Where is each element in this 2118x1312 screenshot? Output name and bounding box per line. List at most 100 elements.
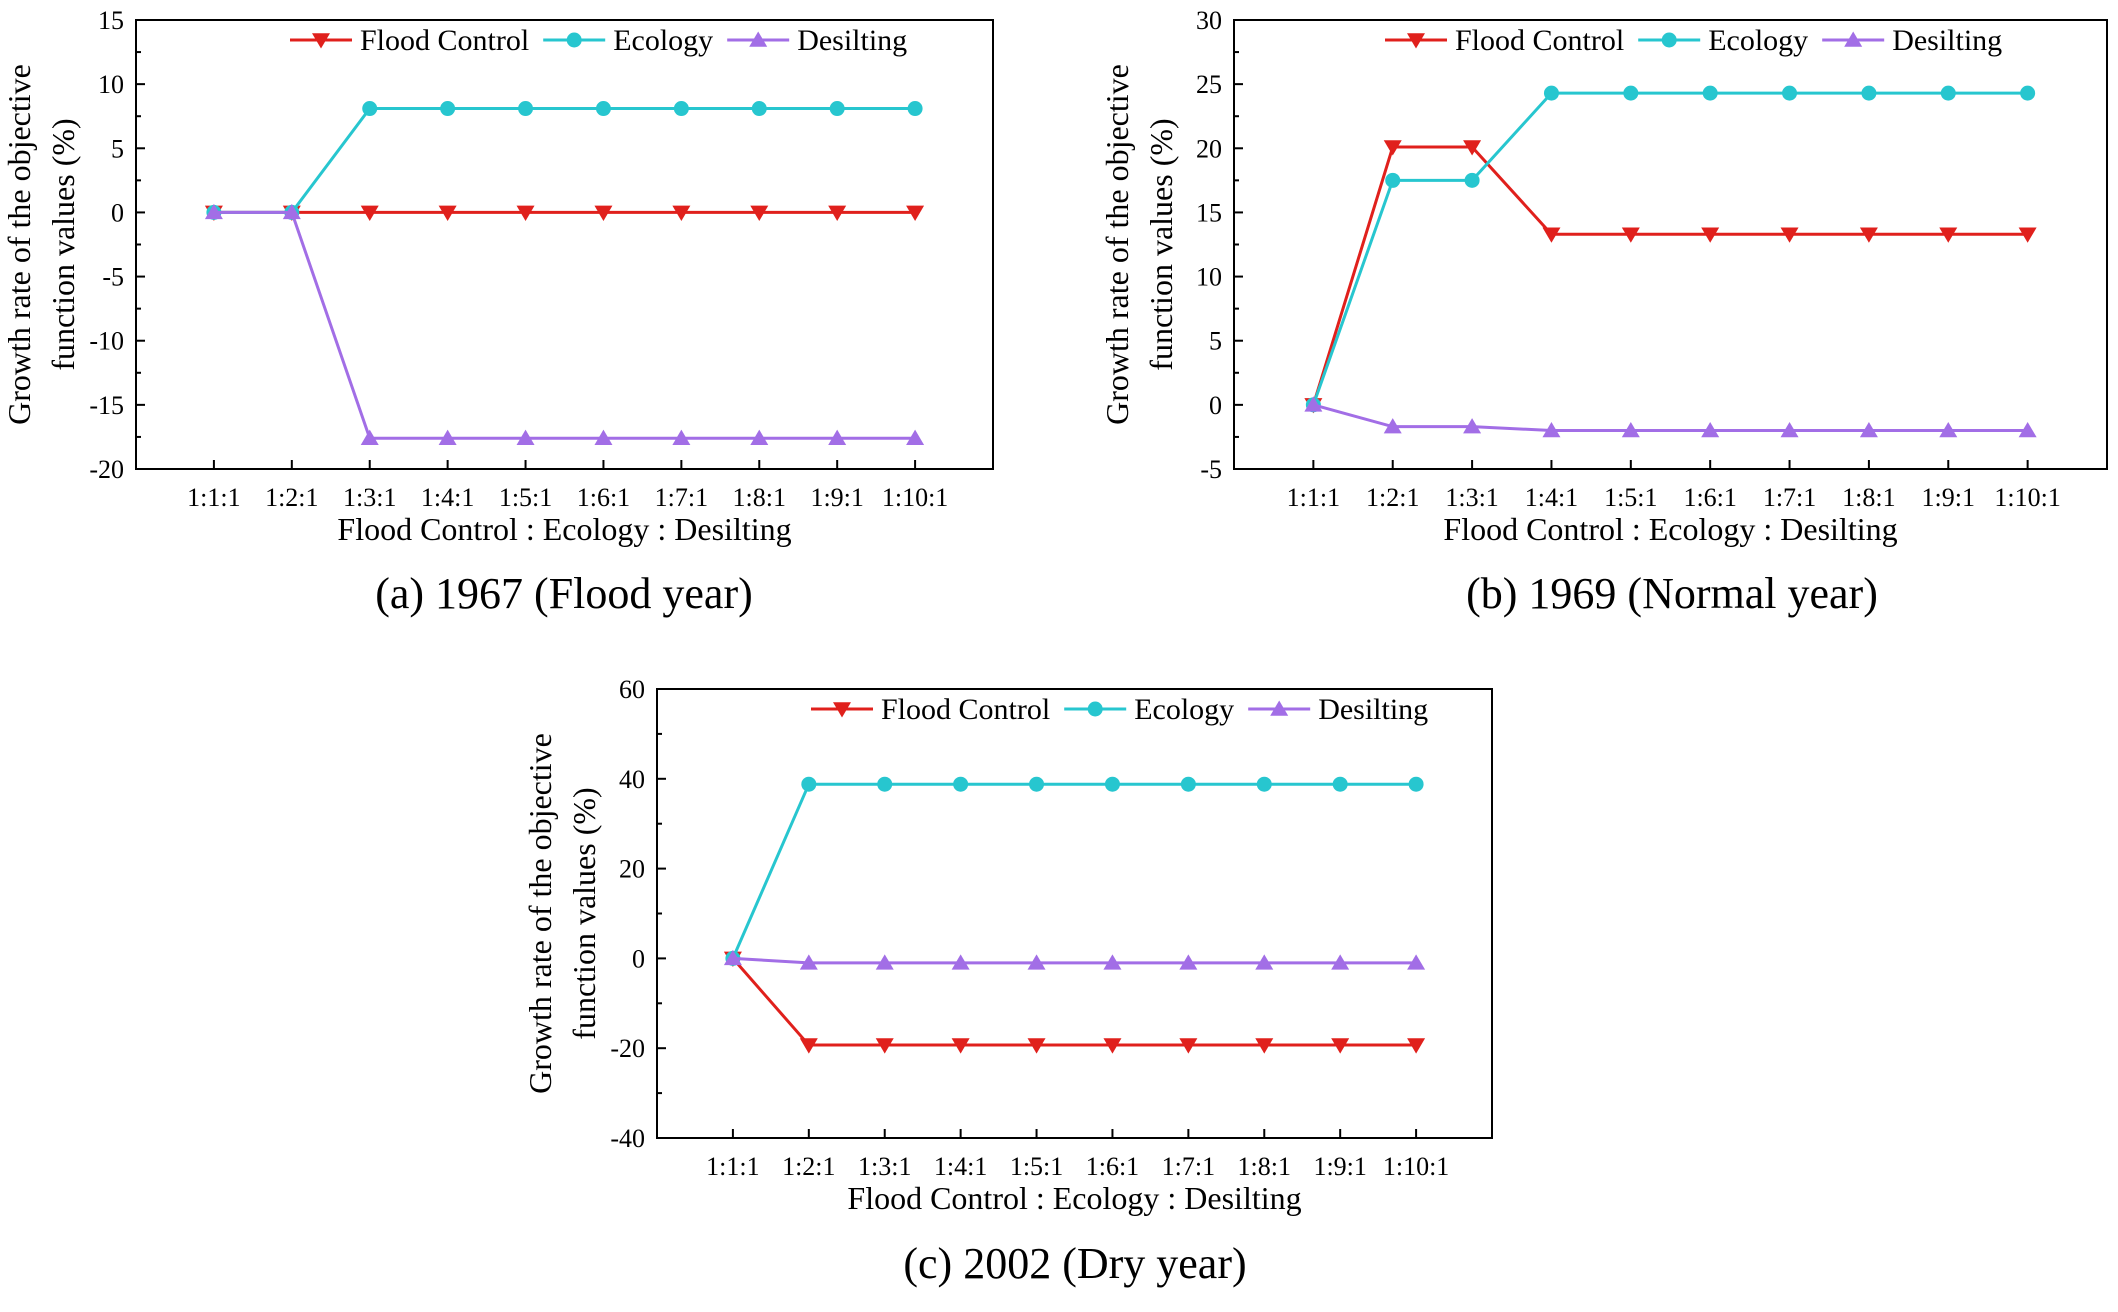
data-point: [1385, 172, 1401, 188]
data-point: [907, 101, 923, 117]
series-line: [731, 782, 1417, 959]
data-point: [594, 429, 613, 445]
y-tick-label: 15: [98, 6, 124, 35]
legend-label: Ecology: [1134, 693, 1234, 726]
y-tick-label: -10: [89, 327, 124, 356]
y-axis-label-line: Growth rate of the objective: [1, 64, 37, 425]
data-point: [1939, 227, 1958, 243]
y-axis-label-line: function values (%): [1143, 118, 1179, 370]
data-point: [516, 429, 535, 445]
x-tick-label: 1:10:1: [882, 483, 948, 512]
data-point: [518, 101, 534, 117]
data-point: [440, 101, 456, 117]
x-tick-label: 1:9:1: [810, 483, 863, 512]
data-point: [1179, 1038, 1198, 1054]
x-tick-label: 1:9:1: [1313, 1152, 1366, 1181]
x-tick-label: 1:2:1: [782, 1152, 835, 1181]
series-line: [732, 956, 1417, 965]
legend-entry-desilting: Desilting: [1822, 24, 2002, 57]
y-tick-label: 30: [1196, 6, 1222, 35]
legend-entry-flood-control: Flood Control: [290, 24, 529, 57]
data-point: [1780, 421, 1799, 438]
data-point: [1407, 1038, 1426, 1054]
data-point: [1543, 85, 1559, 101]
chart-panel-c: -40 -20 0 20 40 60 1:1:1 1:2:1 1:3:1 1:4:1 1:5:1 1:…: [522, 675, 1493, 1288]
data-point: [1027, 954, 1046, 970]
y-tick-label: 15: [1196, 198, 1222, 227]
data-point: [1621, 227, 1640, 243]
x-tick-label: 1:8:1: [1238, 1152, 1291, 1181]
data-point: [1780, 227, 1799, 243]
data-point: [1332, 776, 1348, 792]
legend-marker: [312, 33, 330, 49]
data-point: [438, 429, 457, 445]
series-line: [213, 107, 916, 214]
data-point: [1408, 776, 1424, 792]
series-desilting: [204, 203, 925, 445]
data-point: [595, 101, 611, 117]
data-point: [828, 429, 847, 445]
data-point: [801, 776, 817, 792]
legend-entry-flood-control: Flood Control: [1385, 24, 1624, 57]
series-line: [1311, 145, 2028, 406]
chart-panel-b: -5 0 5 10 15 20 25 30 1:1:1 1:2:1 1:3:1 1:4:1 1:5:1 1…: [1099, 6, 2108, 618]
y-tick-label: 10: [98, 70, 124, 99]
x-axis-label: Flood Control : Ecology : Desilting: [337, 511, 791, 547]
y-tick-label: -5: [1200, 455, 1222, 484]
legend-entry-ecology: Ecology: [1064, 693, 1234, 726]
x-tick-label: 1:8:1: [733, 483, 786, 512]
y-tick-label: 0: [1209, 391, 1222, 420]
data-point: [1463, 418, 1482, 434]
legend-label: Desilting: [1892, 24, 2002, 57]
x-axis-label: Flood Control : Ecology : Desilting: [1443, 511, 1897, 547]
data-point: [1542, 227, 1561, 243]
legend-marker: [749, 31, 768, 47]
y-tick-label: 60: [619, 675, 645, 704]
data-point: [1621, 421, 1640, 438]
data-point: [1464, 172, 1480, 188]
data-point: [953, 776, 969, 792]
x-tick-label: 1:7:1: [1162, 1152, 1215, 1181]
panel-caption: (a) 1967 (Flood year): [375, 569, 753, 618]
series-ecology: [725, 776, 1424, 966]
y-tick-label: 25: [1196, 70, 1222, 99]
data-point: [1256, 776, 1272, 792]
data-point: [360, 429, 379, 445]
series-line: [731, 957, 1417, 1047]
y-tick-label: 0: [111, 198, 124, 227]
data-point: [875, 954, 894, 970]
data-point: [723, 949, 742, 966]
data-point: [1542, 421, 1561, 438]
x-tick-label: 1:3:1: [858, 1152, 911, 1181]
series-desilting: [1304, 396, 2037, 438]
y-tick-label: -15: [89, 391, 124, 420]
data-point: [2018, 227, 2037, 243]
data-point: [1939, 421, 1958, 438]
data-point: [750, 205, 769, 221]
x-tick-label: 1:2:1: [1366, 483, 1419, 512]
data-point: [1859, 421, 1878, 438]
data-point: [906, 429, 925, 445]
data-point: [204, 203, 223, 220]
legend-marker: [1407, 33, 1425, 49]
x-tick-label: 1:5:1: [1010, 1152, 1063, 1181]
y-tick-label: 5: [1209, 327, 1222, 356]
data-point: [1623, 85, 1639, 101]
x-tick-label: 1:10:1: [1994, 483, 2060, 512]
x-tick-label: 1:4:1: [934, 1152, 987, 1181]
y-tick-label: -40: [610, 1124, 645, 1153]
data-point: [751, 101, 767, 117]
series-desilting: [723, 949, 1426, 970]
data-point: [1103, 954, 1122, 970]
data-point: [1104, 776, 1120, 792]
x-tick-label: 1:4:1: [421, 483, 474, 512]
x-tick-label: 1:6:1: [1086, 1152, 1139, 1181]
panel-caption: (c) 2002 (Dry year): [903, 1239, 1246, 1288]
x-tick-label: 1:6:1: [1683, 483, 1736, 512]
legend-entry-ecology: Ecology: [1638, 24, 1808, 57]
data-point: [362, 101, 378, 117]
x-axis-label: Flood Control : Ecology : Desilting: [847, 1180, 1301, 1216]
series-line: [1311, 91, 2028, 406]
x-tick-label: 1:1:1: [706, 1152, 759, 1181]
data-point: [673, 101, 689, 117]
